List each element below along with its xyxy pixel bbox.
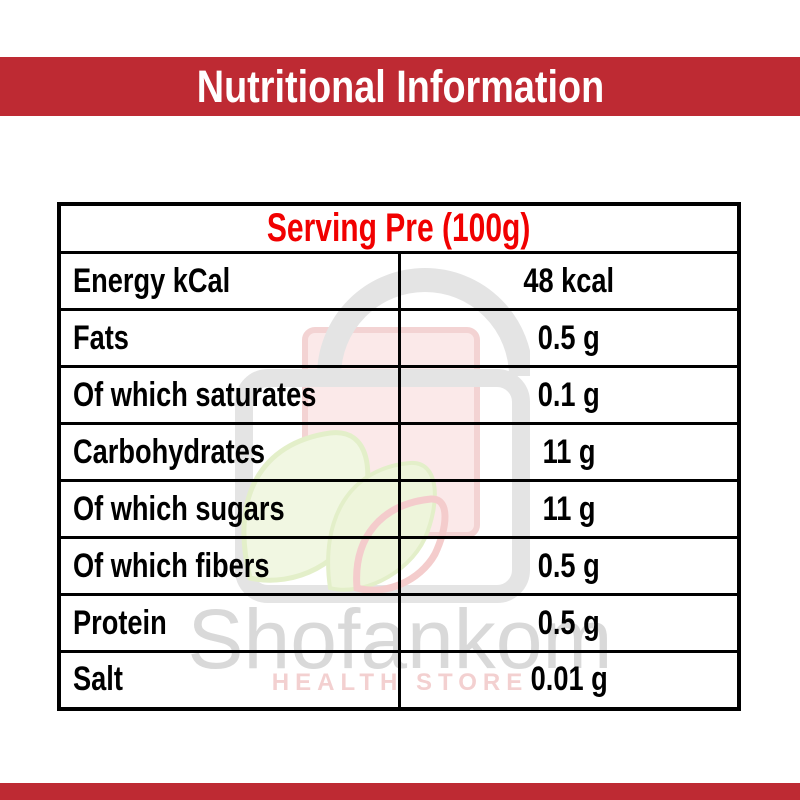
row-label-cell: Of which sugars [57,479,401,539]
table-row: Protein 0.5 g [57,593,741,653]
row-label: Salt [73,660,123,699]
table-row: Of which saturates 0.1 g [57,365,741,425]
row-value: 11 g [542,489,596,528]
row-label: Of which fibers [73,546,270,585]
row-value-cell: 11 g [397,479,741,539]
serving-header-cell: Serving Pre (100g) [57,202,741,254]
row-value: 0.1 g [537,375,600,414]
row-label: Energy kCal [73,261,231,300]
row-value: 0.01 g [530,660,608,699]
row-value: 0.5 g [537,546,600,585]
nutrition-table: Serving Pre (100g) Energy kCal 48 kcal F… [57,202,741,711]
table-row: Salt 0.01 g [57,650,741,710]
table-row: Energy kCal 48 kcal [57,251,741,311]
row-value-cell: 0.1 g [397,365,741,425]
row-label: Protein [73,603,167,642]
row-label: Fats [73,318,129,357]
table-row: Of which sugars 11 g [57,479,741,539]
row-value: 48 kcal [523,261,615,300]
row-label-cell: Carbohydrates [57,422,401,482]
row-value-cell: 0.5 g [397,593,741,653]
table-row: Carbohydrates 11 g [57,422,741,482]
serving-header-row: Serving Pre (100g) [57,202,741,254]
top-banner: Nutritional Information [0,57,800,116]
row-value: 11 g [542,432,596,471]
bottom-bar [0,783,800,800]
row-label: Carbohydrates [73,432,265,471]
row-value-cell: 0.5 g [397,308,741,368]
row-value-cell: 48 kcal [397,251,741,311]
banner-title: Nutritional Information [196,60,604,112]
row-label: Of which saturates [73,375,317,414]
row-label-cell: Fats [57,308,401,368]
row-label-cell: Of which fibers [57,536,401,596]
table-row: Fats 0.5 g [57,308,741,368]
row-value: 0.5 g [537,603,600,642]
row-label-cell: Energy kCal [57,251,401,311]
serving-header-label: Serving Pre (100g) [267,206,531,250]
table-row: Of which fibers 0.5 g [57,536,741,596]
row-label-cell: Protein [57,593,401,653]
row-value: 0.5 g [537,318,600,357]
row-value-cell: 0.01 g [397,650,741,710]
row-value-cell: 11 g [397,422,741,482]
row-label: Of which sugars [73,489,285,528]
row-label-cell: Of which saturates [57,365,401,425]
row-label-cell: Salt [57,650,401,710]
row-value-cell: 0.5 g [397,536,741,596]
